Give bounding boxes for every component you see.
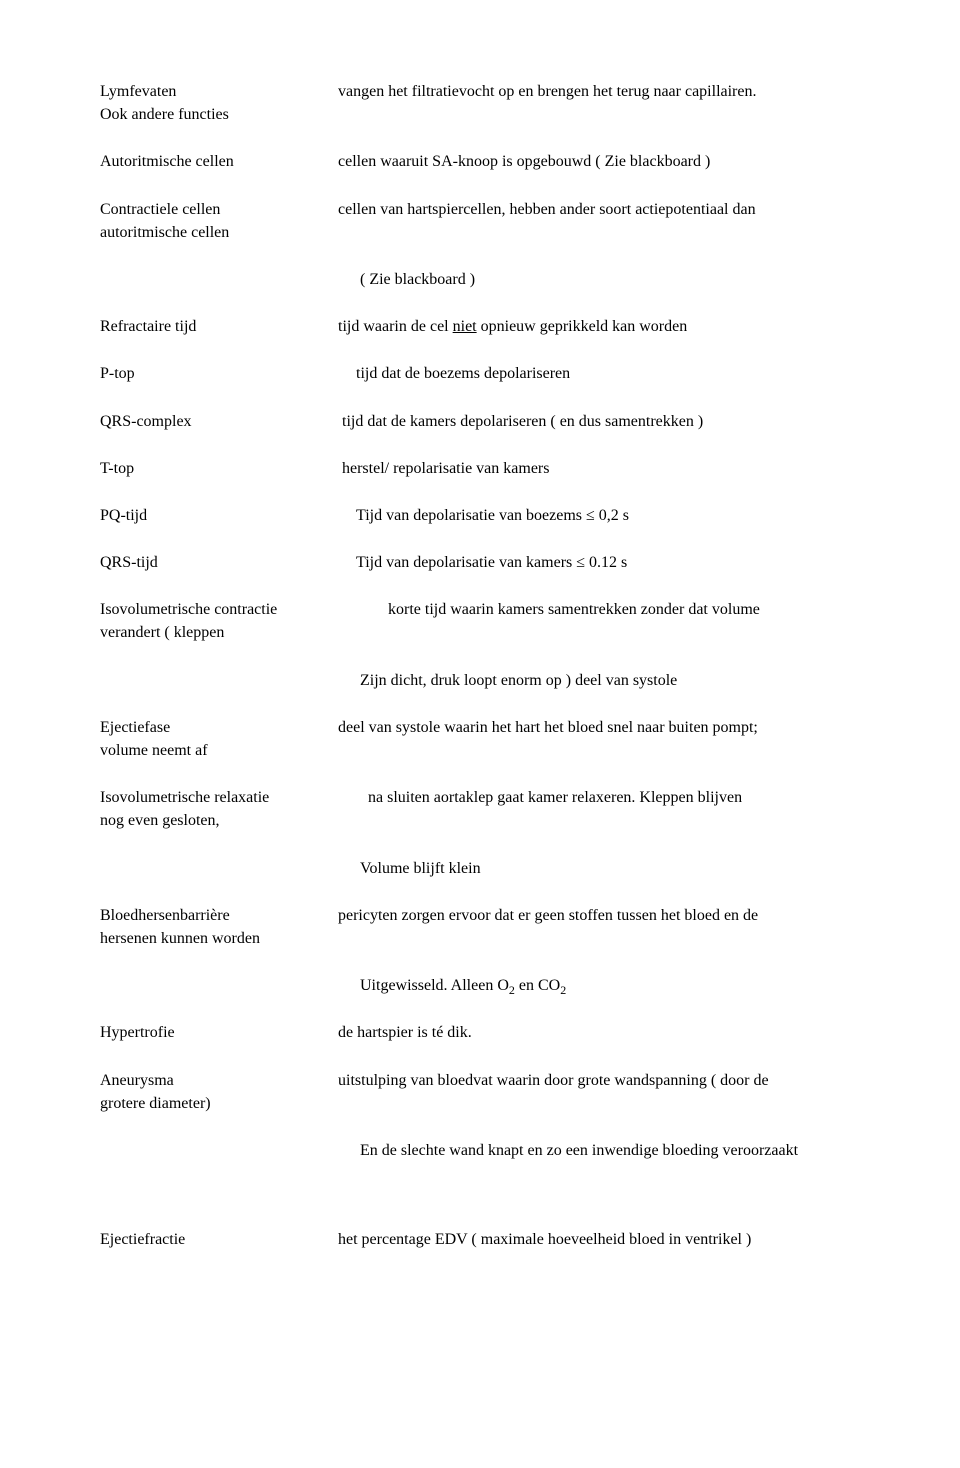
term-text: Refractaire tijd	[100, 315, 338, 338]
definition-text: Tijd van depolarisatie van kamers ≤ 0.12…	[338, 551, 860, 574]
definition-continuation: Zijn dicht, druk loopt enorm op ) deel v…	[360, 669, 860, 692]
term-text: autoritmische cellen	[100, 221, 330, 244]
def-part: Uitgewisseld. Alleen O	[360, 977, 509, 994]
term: Ejectiefase volume neemt af	[100, 716, 338, 762]
def-part: en CO	[515, 977, 560, 994]
definition-row: Isovolumetrische contractie verandert ( …	[100, 598, 860, 644]
term-text: QRS-tijd	[100, 551, 338, 574]
definition-text: Tijd van depolarisatie van boezems ≤ 0,2…	[338, 504, 860, 527]
definition-row: Contractiele cellen autoritmische cellen…	[100, 198, 860, 244]
definition-text: na sluiten aortaklep gaat kamer relaxere…	[368, 786, 860, 809]
definition-row: Hypertrofie de hartspier is té dik.	[100, 1021, 860, 1044]
term-text: Autoritmische cellen	[100, 150, 338, 173]
definition-row: Aneurysma grotere diameter) uitstulping …	[100, 1069, 860, 1115]
definition-text: vangen het filtratievocht op en brengen …	[338, 80, 860, 103]
definition-row: Lymfevaten Ook andere functies vangen he…	[100, 80, 860, 126]
definition-row: T-top herstel/ repolarisatie van kamers	[100, 457, 860, 480]
term-text: Contractiele cellen	[100, 198, 330, 221]
def-part: tijd waarin de cel	[338, 318, 453, 335]
term: Isovolumetrische relaxatie nog even gesl…	[100, 786, 368, 832]
term-text: Isovolumetrische contractie	[100, 598, 380, 621]
definition-text: herstel/ repolarisatie van kamers	[338, 457, 860, 480]
subscript: 2	[560, 983, 566, 997]
term: Aneurysma grotere diameter)	[100, 1069, 338, 1115]
term-text: Aneurysma	[100, 1069, 330, 1092]
definition-row: QRS-tijd Tijd van depolarisatie van kame…	[100, 551, 860, 574]
spacer	[100, 1186, 860, 1228]
term: Bloedhersenbarrière hersenen kunnen word…	[100, 904, 338, 950]
term-text: nog even gesloten,	[100, 809, 360, 832]
definition-text: tijd waarin de cel niet opnieuw geprikke…	[338, 315, 860, 338]
definition-text: tijd dat de kamers depolariseren ( en du…	[338, 410, 860, 433]
term-text: grotere diameter)	[100, 1092, 330, 1115]
definition-continuation: Uitgewisseld. Alleen O2 en CO2	[360, 974, 860, 997]
term-text: Hypertrofie	[100, 1021, 338, 1044]
def-part: opnieuw geprikkeld kan worden	[477, 318, 688, 335]
definition-row: QRS-complex tijd dat de kamers depolaris…	[100, 410, 860, 433]
term-text: Bloedhersenbarrière	[100, 904, 330, 927]
term-text: PQ-tijd	[100, 504, 338, 527]
definition-row: Ejectiefractie het percentage EDV ( maxi…	[100, 1228, 860, 1251]
def-underlined: niet	[453, 318, 477, 335]
definition-text: tijd dat de boezems depolariseren	[338, 362, 860, 385]
definition-text: uitstulping van bloedvat waarin door gro…	[338, 1069, 860, 1092]
term-text: Lymfevaten	[100, 80, 330, 103]
term-text: hersenen kunnen worden	[100, 927, 330, 950]
term: Isovolumetrische contractie verandert ( …	[100, 598, 388, 644]
definition-row: Isovolumetrische relaxatie nog even gesl…	[100, 786, 860, 832]
definition-continuation: Volume blijft klein	[360, 857, 860, 880]
definition-text: korte tijd waarin kamers samentrekken zo…	[388, 598, 860, 621]
term-text: Ook andere functies	[100, 103, 330, 126]
term: Contractiele cellen autoritmische cellen	[100, 198, 338, 244]
definition-text: het percentage EDV ( maximale hoeveelhei…	[338, 1228, 860, 1251]
definition-row: Bloedhersenbarrière hersenen kunnen word…	[100, 904, 860, 950]
term-text: QRS-complex	[100, 410, 338, 433]
definition-text: cellen van hartspiercellen, hebben ander…	[338, 198, 860, 221]
term-text: Ejectiefase	[100, 716, 330, 739]
definition-row: PQ-tijd Tijd van depolarisatie van boeze…	[100, 504, 860, 527]
definition-continuation: En de slechte wand knapt en zo een inwen…	[360, 1139, 860, 1162]
term-text: P-top	[100, 362, 338, 385]
term-text: verandert ( kleppen	[100, 621, 380, 644]
definition-text: pericyten zorgen ervoor dat er geen stof…	[338, 904, 860, 927]
term-text: Isovolumetrische relaxatie	[100, 786, 360, 809]
definition-text: deel van systole waarin het hart het blo…	[338, 716, 860, 739]
definition-row: P-top tijd dat de boezems depolariseren	[100, 362, 860, 385]
term: Lymfevaten Ook andere functies	[100, 80, 338, 126]
definition-text: cellen waaruit SA-knoop is opgebouwd ( Z…	[338, 150, 860, 173]
definition-row: Ejectiefase volume neemt af deel van sys…	[100, 716, 860, 762]
definition-row: Autoritmische cellen cellen waaruit SA-k…	[100, 150, 860, 173]
definition-row: Refractaire tijd tijd waarin de cel niet…	[100, 315, 860, 338]
term-text: volume neemt af	[100, 739, 330, 762]
definition-continuation: ( Zie blackboard )	[360, 268, 860, 291]
definition-text: de hartspier is té dik.	[338, 1021, 860, 1044]
term-text: T-top	[100, 457, 338, 480]
term-text: Ejectiefractie	[100, 1228, 338, 1251]
